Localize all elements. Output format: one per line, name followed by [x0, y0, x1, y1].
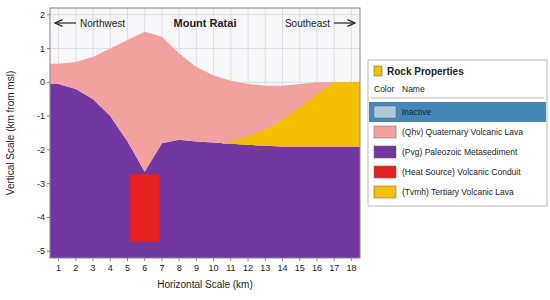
tick-x — [265, 258, 266, 261]
legend-label: (Pvg) Paleozoic Metasediment — [402, 147, 518, 157]
direction-arrow — [55, 22, 76, 23]
legend-box — [368, 60, 547, 206]
title: Mount Ratai — [174, 17, 237, 29]
tick-label-x: 9 — [194, 263, 199, 273]
tick-label-x: 8 — [177, 263, 182, 273]
tick-x — [196, 258, 197, 261]
tick-label-x: 1 — [56, 263, 61, 273]
grid-line-y — [50, 14, 360, 15]
tick-x — [230, 258, 231, 261]
plot-background — [50, 8, 360, 258]
tick-y — [47, 116, 50, 117]
tick-label-x: 12 — [243, 263, 253, 273]
plot-frame — [50, 8, 360, 258]
tick-x — [299, 258, 300, 261]
grid-line-y — [50, 48, 360, 49]
chart: 123456789101112131415161718-5-4-3-2-1012… — [0, 0, 550, 300]
tick-x — [213, 258, 214, 261]
legend-header: Color — [374, 84, 394, 94]
tick-x — [161, 258, 162, 261]
tick-label-x: 4 — [108, 263, 113, 273]
tick-label-x: 16 — [312, 263, 322, 273]
tick-label-y: -4 — [37, 212, 45, 222]
tick-label-y: 2 — [40, 10, 45, 20]
legend-header: Name — [402, 84, 425, 94]
legend-row-highlight — [369, 102, 546, 122]
axes: 123456789101112131415161718-5-4-3-2-1012 — [37, 10, 356, 273]
tick-label-x: 11 — [226, 263, 235, 273]
tick-x — [75, 258, 76, 261]
x-axis-label: Horizontal Scale (km) — [157, 279, 253, 290]
tick-y — [47, 14, 50, 15]
legend-label: (Heat Source) Volcanic Conduit — [402, 167, 521, 177]
tick-label-x: 13 — [260, 263, 270, 273]
direction-arrow — [334, 22, 355, 23]
tick-y — [47, 82, 50, 83]
tick-label-x: 7 — [159, 263, 164, 273]
tick-x — [248, 258, 249, 261]
legend-swatch — [374, 146, 396, 158]
tick-x — [334, 258, 335, 261]
grid — [50, 8, 360, 258]
conduit-rect — [130, 174, 159, 242]
tick-x — [93, 258, 94, 261]
tick-label-x: 2 — [73, 263, 78, 273]
tick-label-y: -1 — [37, 111, 45, 121]
tick-label-x: 10 — [209, 263, 219, 273]
tick-x — [179, 258, 180, 261]
tick-x — [316, 258, 317, 261]
tick-y — [47, 149, 50, 150]
tick-label-x: 3 — [91, 263, 96, 273]
tick-label-x: 5 — [125, 263, 130, 273]
layer-area — [222, 82, 360, 146]
tick-label-x: 14 — [277, 263, 287, 273]
y-axis-label: Vertical Scale (km from msl) — [5, 71, 16, 195]
legend-title: Rock Properties — [387, 66, 464, 77]
legend-label: (Qhv) Quaternary Volcanic Lava — [402, 127, 523, 137]
legend-swatch — [374, 106, 396, 118]
tick-label-y: -5 — [37, 246, 45, 256]
tick-x — [351, 258, 352, 261]
tick-x — [110, 258, 111, 261]
legend-label: Inactive — [402, 107, 432, 117]
tick-label-x: 15 — [295, 263, 305, 273]
tick-label-y: -3 — [37, 179, 45, 189]
legend-divider — [371, 98, 544, 99]
tick-y — [47, 217, 50, 218]
legend-icon — [374, 66, 382, 76]
tick-x — [127, 258, 128, 261]
annotation: Southeast — [285, 18, 330, 29]
tick-x — [282, 258, 283, 261]
tick-y — [47, 183, 50, 184]
legend-swatch — [374, 126, 396, 138]
data-layers — [50, 32, 360, 258]
tick-y — [47, 251, 50, 252]
tick-label-y: 1 — [40, 44, 45, 54]
tick-label-x: 18 — [346, 263, 356, 273]
layer-area — [50, 32, 360, 172]
legend-swatch — [374, 186, 396, 198]
legend-swatch — [374, 166, 396, 178]
tick-x — [144, 258, 145, 261]
legend-label: (Tvmh) Tertiary Volcanic Lava — [402, 187, 514, 197]
tick-label-y: -2 — [37, 145, 45, 155]
tick-y — [47, 48, 50, 49]
tick-x — [58, 258, 59, 261]
tick-label-y: 0 — [40, 77, 45, 87]
tick-label-x: 6 — [142, 263, 147, 273]
tick-label-x: 17 — [329, 263, 339, 273]
chart-container: 123456789101112131415161718-5-4-3-2-1012… — [0, 0, 550, 300]
annotation: Northwest — [80, 18, 125, 29]
legend: Rock Properties Color Name Inactive (Qhv) Qu… — [368, 60, 547, 206]
